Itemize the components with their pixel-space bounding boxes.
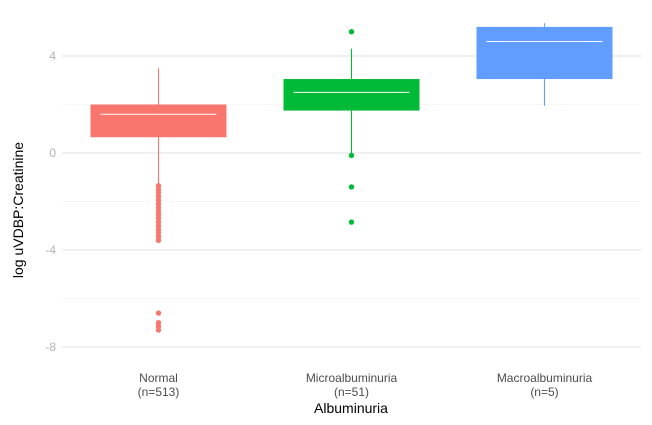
y-tick-label: 4: [49, 49, 56, 63]
outlier-point: [155, 310, 162, 316]
outlier-point: [348, 29, 355, 35]
y-tick-label: 0: [49, 146, 56, 160]
box-layer: [90, 23, 613, 333]
box-group-normal: [90, 68, 227, 333]
box-group-macroalbuminuria: [476, 23, 613, 106]
outlier-point: [348, 219, 355, 225]
x-category-label: Macroalbuminuria: [497, 371, 593, 385]
y-axis-title: log uVDBP:Creatinine: [10, 142, 26, 278]
box-group-microalbuminuria: [283, 29, 420, 225]
x-category-label: Microalbuminuria: [306, 371, 398, 385]
label-layer: Normal(n=513) Microalbuminuria(n=51) Macro…: [138, 371, 593, 399]
x-category-count: (n=5): [530, 385, 558, 399]
y-tick-label: -4: [45, 243, 56, 257]
iqr-box: [283, 79, 420, 111]
outlier-point: [348, 184, 355, 190]
x-category-count: (n=513): [138, 385, 180, 399]
x-axis-title: Albuminuria: [314, 400, 388, 416]
iqr-box: [90, 104, 227, 138]
outlier-point: [348, 152, 355, 159]
outlier-point: [155, 327, 162, 333]
iqr-box: [476, 26, 613, 80]
y-tick-label: -8: [45, 340, 56, 354]
x-category-count: (n=51): [334, 385, 369, 399]
outlier-point: [155, 237, 162, 243]
x-category-label: Normal: [139, 371, 178, 385]
